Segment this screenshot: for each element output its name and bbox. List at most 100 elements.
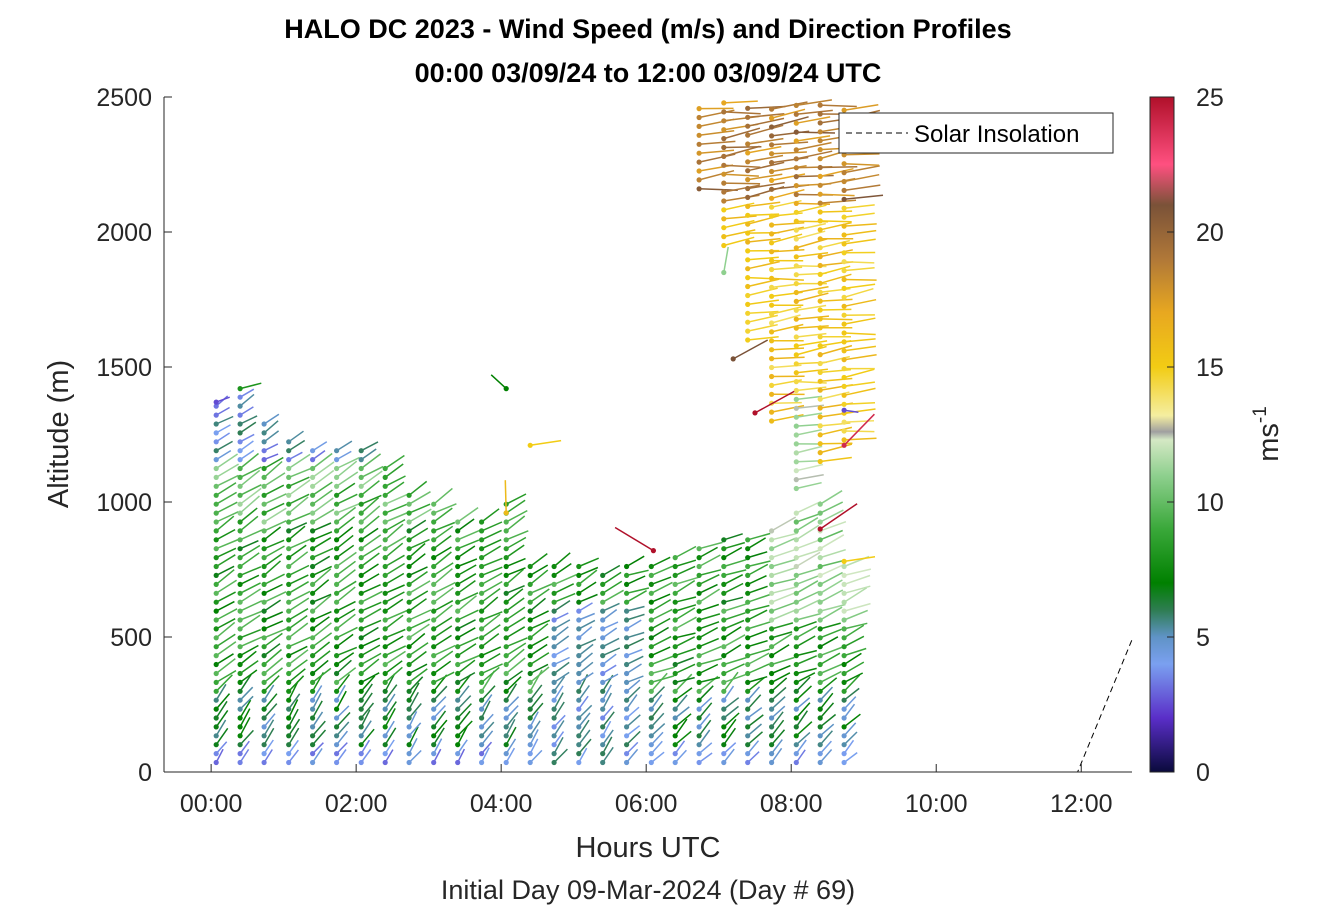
low-level-wind-barb-dot (382, 510, 388, 516)
y-tick-label: 1500 (96, 354, 152, 382)
low-level-wind-barb-dot (286, 759, 292, 766)
upper-level-wind-barb-dot (817, 387, 823, 393)
low-level-wind-barb-dot (745, 599, 751, 605)
low-level-wind-barb-dot (382, 697, 388, 703)
low-level-wind-barb-dot (286, 635, 292, 641)
low-level-wind-barb-dot (310, 457, 316, 463)
low-level-wind-barb (239, 406, 254, 416)
low-level-wind-barb-dot (600, 626, 606, 632)
low-level-wind-barb (723, 569, 747, 577)
upper-level-wind-barb-dot (745, 319, 751, 325)
low-level-wind-barb-dot (817, 537, 823, 543)
low-level-wind-barb-dot (551, 581, 557, 588)
low-level-wind-barb-dot (721, 661, 727, 668)
low-level-wind-barb-dot (358, 537, 364, 543)
low-level-wind-barb-dot (358, 670, 364, 677)
low-level-wind-barb (384, 493, 410, 505)
low-level-wind-barb-dot (261, 590, 267, 596)
low-level-wind-barb-dot (696, 608, 702, 614)
low-level-wind-barb-dot (261, 706, 267, 712)
low-level-wind-barb (384, 511, 409, 523)
low-level-wind-barb (360, 563, 379, 577)
upper-level-wind-barb-dot (793, 334, 799, 340)
low-level-wind-barb-dot (334, 751, 340, 757)
low-level-wind-barb (263, 413, 280, 425)
low-level-wind-barb-dot (431, 715, 437, 721)
low-level-wind-barb (553, 692, 564, 710)
upper-level-wind-barb (723, 111, 761, 115)
low-level-wind-barb-dot (672, 572, 678, 579)
upper-level-wind-barb-dot (745, 132, 751, 138)
low-level-wind-barb-dot (696, 572, 702, 579)
low-level-wind-barb (650, 626, 669, 639)
low-level-wind-barb-dot (696, 635, 702, 641)
low-level-wind-barb-dot (358, 474, 364, 480)
low-level-wind-barb-dot (261, 465, 267, 472)
low-level-wind-barb-dot (455, 626, 461, 632)
low-level-wind-barb-dot (648, 759, 654, 766)
upper-level-wind-barb-dot (769, 258, 775, 264)
low-level-wind-barb (457, 627, 476, 639)
low-level-wind-barb (505, 648, 525, 666)
upper-level-wind-barb-dot (841, 392, 847, 398)
low-level-wind-barb (626, 655, 644, 666)
low-level-wind-barb (288, 718, 301, 737)
low-level-wind-barb (819, 702, 835, 719)
low-level-wind-barb-dot (455, 519, 461, 525)
low-level-wind-barb (529, 711, 539, 728)
low-level-wind-barb-dot (261, 635, 267, 641)
low-level-wind-barb-dot (334, 546, 340, 552)
low-level-wind-barb (263, 611, 283, 621)
low-level-wind-barb (263, 526, 282, 541)
low-level-wind-barb (698, 752, 713, 764)
low-level-wind-barb (288, 693, 301, 710)
low-level-wind-barb (263, 703, 278, 719)
upper-level-wind-barb-dot (817, 236, 823, 242)
upper-level-wind-barb-dot (745, 105, 751, 111)
low-level-wind-barb-dot (310, 474, 316, 480)
upper-level-wind-barb-dot (841, 348, 847, 354)
low-level-wind-barb-dot (286, 715, 292, 721)
low-level-wind-barb-dot (696, 724, 702, 730)
upper-level-wind-barb (820, 249, 853, 258)
low-level-wind-barb-dot (527, 572, 533, 579)
low-level-wind-barb-dot (841, 599, 847, 605)
upper-level-wind-barb-dot (793, 361, 799, 367)
upper-level-wind-barb (747, 124, 784, 136)
upper-level-wind-barb-dot (696, 132, 702, 138)
low-level-wind-barb (263, 643, 281, 657)
low-level-wind-barb-dot (600, 688, 606, 694)
upper-level-wind-barb (747, 181, 785, 190)
low-level-wind-barb (457, 654, 480, 666)
low-level-wind-barb (529, 693, 543, 710)
upper-level-wind-barb-dot (769, 168, 775, 175)
upper-level-wind-barb (820, 265, 851, 276)
low-level-wind-barb (723, 663, 745, 675)
low-level-wind-barb-dot (672, 759, 678, 766)
low-level-wind-barb-dot (334, 563, 340, 570)
low-level-wind-barb (625, 694, 638, 710)
upper-level-wind-barb (844, 267, 875, 272)
low-level-wind-barb (408, 737, 418, 754)
low-level-wind-barb-dot (334, 599, 340, 605)
low-level-wind-barb (602, 608, 618, 621)
low-level-wind-barb (384, 628, 406, 639)
low-level-wind-barb-dot (672, 581, 678, 588)
upper-level-wind-barb-dot (817, 360, 823, 367)
upper-level-wind-barb (796, 463, 824, 472)
low-level-wind-barb (795, 590, 820, 603)
low-level-wind-barb (312, 611, 332, 621)
low-level-wind-barb-dot (576, 608, 582, 614)
low-level-wind-barb-dot (382, 608, 388, 614)
low-level-wind-barb-dot (261, 599, 267, 605)
low-level-wind-barb (215, 515, 235, 532)
low-level-wind-barb (626, 619, 642, 630)
low-level-wind-barb (408, 553, 426, 568)
low-level-wind-barb (384, 635, 404, 648)
low-level-wind-barb (602, 627, 618, 639)
low-level-wind-barb (553, 612, 569, 621)
low-level-wind-barb (312, 667, 332, 683)
low-level-wind-barb-dot (382, 679, 388, 686)
isolated-wind-barb (530, 439, 562, 447)
low-level-wind-barb-dot (310, 608, 316, 614)
